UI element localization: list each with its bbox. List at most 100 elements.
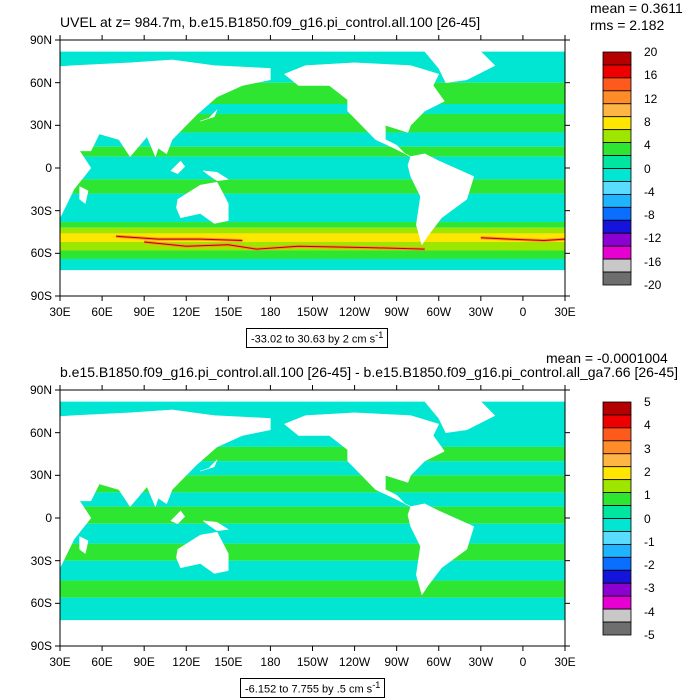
ytick-label: 60N <box>29 425 52 440</box>
ytick-label: 90S <box>30 639 52 653</box>
ytick-label: 30S <box>30 553 52 568</box>
velocity-band <box>60 179 565 194</box>
velocity-band <box>60 560 565 581</box>
colorbar-label: 8 <box>644 114 651 129</box>
xtick-label: 60W <box>426 655 452 669</box>
land-mask <box>60 390 565 402</box>
colorbar-label: 2 <box>644 464 651 479</box>
land-mask <box>407 503 475 596</box>
ytick-label: 30N <box>29 468 52 483</box>
ytick-label: 90N <box>29 383 52 397</box>
colorbar-swatch <box>602 401 632 416</box>
land-mask <box>283 412 445 507</box>
colorbar-label: 4 <box>644 138 651 153</box>
xtick-label: 120W <box>338 305 371 319</box>
xtick-label: 30W <box>468 655 494 669</box>
xtick-label: 90E <box>133 305 155 319</box>
xtick-label: 30E <box>49 305 71 319</box>
colorbar-swatch <box>602 427 632 442</box>
xtick-label: 90W <box>384 655 409 669</box>
land-mask <box>283 62 445 157</box>
colorbar-label: -16 <box>644 254 662 269</box>
colorbar-label: -20 <box>644 278 662 292</box>
contour-range-label: -6.152 to 7.755 by .5 cm s-1 <box>240 678 386 698</box>
colorbar-swatch <box>602 569 632 584</box>
ytick-label: 60N <box>29 75 52 90</box>
ytick-label: 60S <box>30 246 52 261</box>
colorbar-swatch <box>602 414 632 429</box>
colorbar-label: -4 <box>644 604 655 619</box>
colorbar-swatch <box>602 77 632 92</box>
jet-core <box>480 237 565 242</box>
colorbar-swatch <box>602 582 632 597</box>
xtick-label: 30E <box>49 655 71 669</box>
colorbar-label: -5 <box>644 628 655 642</box>
velocity-band <box>60 580 565 598</box>
colorbar-label: 12 <box>644 91 658 106</box>
xtick-label: 150E <box>214 305 243 319</box>
colorbar-label: 3 <box>644 441 651 456</box>
land-mask <box>79 186 89 205</box>
xtick-label: 90W <box>384 305 409 319</box>
land-mask <box>60 40 565 52</box>
xtick-label: 150W <box>296 655 329 669</box>
velocity-band <box>60 543 565 561</box>
xtick-label: 120E <box>172 305 201 319</box>
panel-top: UVEL at z= 984.7m, b.e15.B1850.f09_g16.p… <box>29 0 683 348</box>
land-mask <box>200 109 218 122</box>
map-plot-bottom <box>55 385 632 651</box>
colorbar-swatch <box>602 556 632 571</box>
velocity-band <box>60 233 565 242</box>
colorbar-swatch <box>602 116 632 131</box>
xtick-label: 30E <box>554 655 576 669</box>
colorbar-swatch <box>602 206 632 221</box>
land-mask <box>202 520 230 532</box>
mean-stat: mean = 0.3611 <box>590 0 683 16</box>
colorbar-swatch <box>602 168 632 182</box>
colorbar-label: 0 <box>644 161 651 176</box>
range-text: -33.02 to 30.63 by 2 cm s <box>251 333 376 346</box>
colorbar-swatch <box>602 466 632 481</box>
land-mask <box>200 459 218 472</box>
velocity-band <box>60 104 565 114</box>
colorbar-swatch <box>602 64 632 79</box>
jet-core <box>116 235 243 241</box>
colorbar-label: -2 <box>644 558 655 573</box>
velocity-field-bottom <box>60 390 565 646</box>
colorbar-label: -4 <box>644 184 655 199</box>
colorbar-swatch <box>602 595 632 610</box>
xtick-label: 0 <box>519 305 527 319</box>
xtick-label: 180 <box>260 655 281 669</box>
colorbar-swatch <box>602 155 632 169</box>
panel-bottom: b.e15.B1850.f09_g16.pi_control.all.100 [… <box>0 350 700 700</box>
range-text: -6.152 to 7.755 by .5 cm s <box>245 683 373 696</box>
colorbar-swatch <box>602 181 632 195</box>
xtick-label: 60E <box>91 655 113 669</box>
velocity-band <box>60 475 565 493</box>
ytick-label: 30N <box>29 118 52 133</box>
colorbar-label: 20 <box>644 45 658 59</box>
colorbar-swatch <box>602 440 632 455</box>
xtick-label: 120E <box>172 655 201 669</box>
land-mask <box>407 153 475 246</box>
xtick-label: 30E <box>554 305 576 319</box>
velocity-band <box>60 523 565 544</box>
velocity-band <box>60 506 565 524</box>
rms-stat: rms = 2.182 <box>590 17 665 33</box>
xtick-label: 0 <box>519 655 527 669</box>
colorbar-swatch <box>602 51 632 66</box>
colorbar-label: 0 <box>644 511 651 526</box>
colorbar-label: 5 <box>644 395 651 409</box>
colorbar-label: 16 <box>644 68 658 83</box>
contour-range-label: -33.02 to 30.63 by 2 cm s-1 <box>246 328 389 348</box>
ytick-label: 90S <box>30 289 52 303</box>
land-mask <box>60 620 565 646</box>
colorbar-label: -8 <box>644 208 655 223</box>
velocity-band <box>60 193 565 223</box>
colorbar-swatch <box>602 518 632 532</box>
velocity-band <box>60 227 565 234</box>
velocity-band <box>60 156 565 180</box>
land-mask <box>60 409 271 569</box>
ytick-label: 30S <box>30 203 52 218</box>
range-exponent: -1 <box>372 680 381 690</box>
